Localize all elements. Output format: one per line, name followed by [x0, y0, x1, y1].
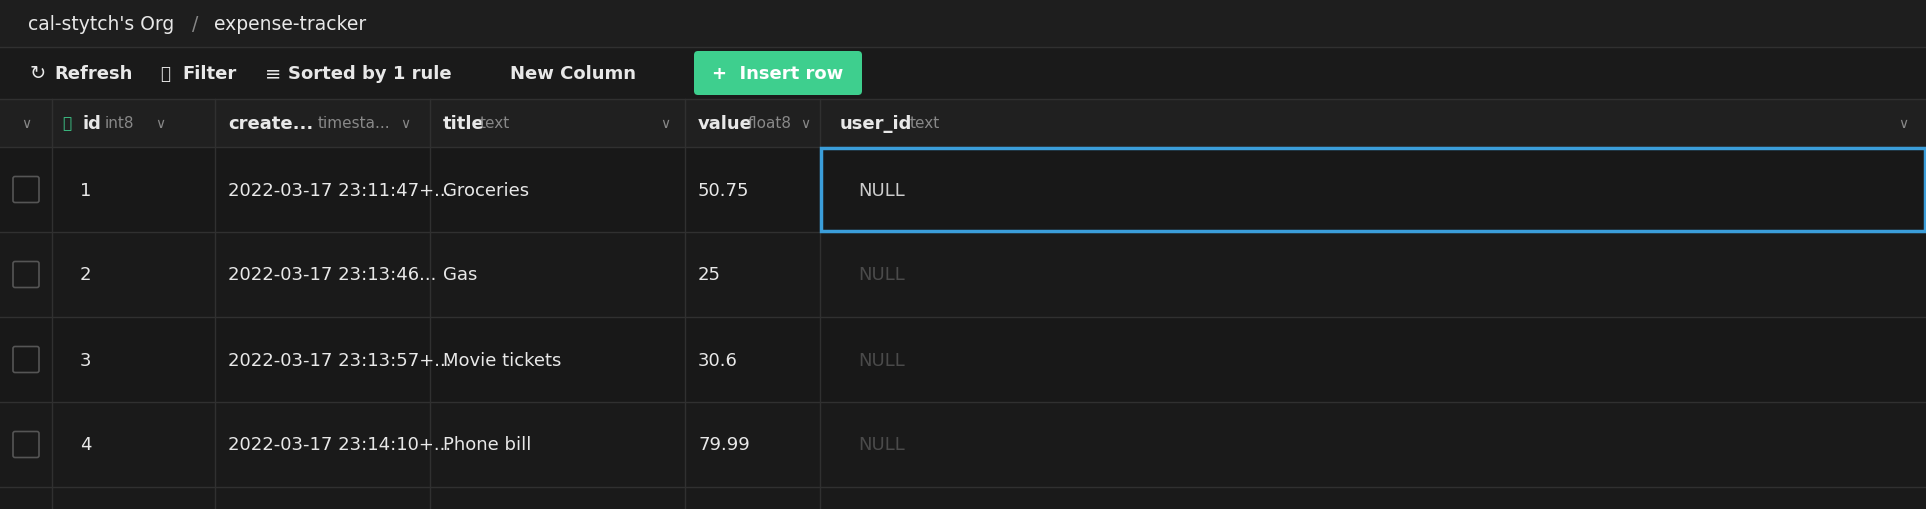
Text: ≡: ≡ [266, 64, 281, 83]
Text: ∨: ∨ [661, 117, 670, 131]
Bar [0, 48, 1926, 100]
Text: 2022-03-17 23:13:46...: 2022-03-17 23:13:46... [227, 266, 437, 284]
Text: 3: 3 [81, 351, 92, 369]
Text: value: value [697, 115, 753, 133]
Text: ∨: ∨ [21, 117, 31, 131]
Text: NULL: NULL [857, 266, 905, 284]
Text: Phone bill: Phone bill [443, 436, 532, 454]
Text: cal-stytch's Org: cal-stytch's Org [29, 14, 173, 34]
Text: Gas: Gas [443, 266, 478, 284]
Text: id: id [83, 115, 100, 133]
Text: 1: 1 [81, 181, 91, 199]
Bar [0, 233, 1926, 318]
Text: 50.75: 50.75 [697, 181, 749, 199]
Text: New Column: New Column [510, 65, 636, 83]
FancyBboxPatch shape [693, 52, 863, 96]
Bar [0, 100, 1926, 148]
Text: Groceries: Groceries [443, 181, 530, 199]
Text: 2022-03-17 23:14:10+...: 2022-03-17 23:14:10+... [227, 436, 451, 454]
Text: text: text [909, 116, 940, 131]
Text: expense-tracker: expense-tracker [214, 14, 366, 34]
Text: 25: 25 [697, 266, 720, 284]
Bar [0, 318, 1926, 402]
Text: float8: float8 [747, 116, 792, 131]
Text: NULL: NULL [857, 351, 905, 369]
Bar [0, 148, 1926, 233]
Text: ∨: ∨ [401, 117, 410, 131]
Text: 2: 2 [81, 266, 92, 284]
Text: create...: create... [227, 115, 314, 133]
Bar [820, 149, 1924, 232]
Text: timesta...: timesta... [318, 116, 391, 131]
Text: NULL: NULL [857, 436, 905, 454]
Text: Sorted by 1 rule: Sorted by 1 rule [289, 65, 451, 83]
Text: ↻: ↻ [31, 64, 46, 83]
Text: Refresh: Refresh [54, 65, 133, 83]
Text: 4: 4 [81, 436, 92, 454]
Text: 2022-03-17 23:11:47+...: 2022-03-17 23:11:47+... [227, 181, 451, 199]
Text: ⚿: ⚿ [62, 116, 71, 131]
Bar [0, 402, 1926, 487]
Text: 30.6: 30.6 [697, 351, 738, 369]
Text: user_id: user_id [840, 115, 913, 133]
Text: /: / [193, 14, 198, 34]
Text: NULL: NULL [857, 181, 905, 199]
Text: ⛉: ⛉ [160, 65, 169, 83]
Text: Filter: Filter [181, 65, 237, 83]
Text: title: title [443, 115, 485, 133]
Text: ∨: ∨ [799, 117, 811, 131]
Text: Movie tickets: Movie tickets [443, 351, 560, 369]
Text: 79.99: 79.99 [697, 436, 749, 454]
Text: text: text [480, 116, 510, 131]
Text: ∨: ∨ [1897, 117, 1909, 131]
Text: +  Insert row: + Insert row [713, 65, 844, 83]
Bar [0, 0, 1926, 48]
Text: 2022-03-17 23:13:57+...: 2022-03-17 23:13:57+... [227, 351, 451, 369]
Text: int8: int8 [106, 116, 135, 131]
Text: ∨: ∨ [154, 117, 166, 131]
